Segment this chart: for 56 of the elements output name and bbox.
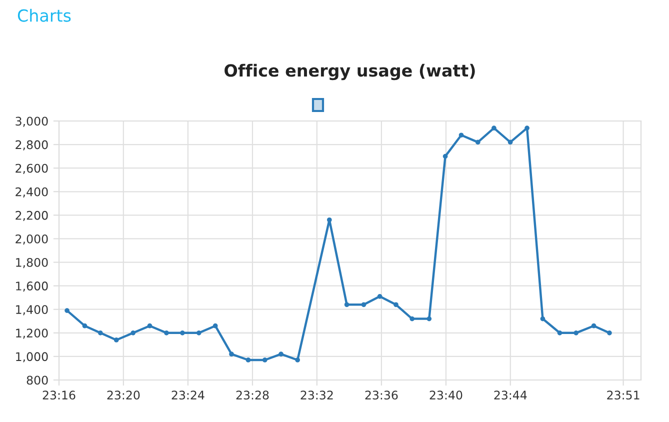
point [180, 330, 185, 336]
point [98, 330, 103, 336]
point [278, 352, 284, 357]
point [410, 316, 415, 322]
y-tick-label: 3,000 [16, 116, 48, 127]
text: Charts [18, 8, 71, 22]
point [574, 330, 579, 336]
x-tick-label: 23:40 [430, 390, 462, 400]
x-tick-label: 23:20 [107, 390, 140, 400]
point [212, 323, 218, 328]
point [326, 217, 332, 222]
y-tick-label: 1,600 [16, 282, 48, 292]
point [557, 330, 562, 336]
x-tick-label: 23:16 [42, 390, 76, 400]
y-tick-label: 1,800 [16, 258, 48, 268]
point [442, 154, 448, 159]
point [344, 302, 350, 308]
point [196, 330, 202, 336]
point [64, 308, 70, 313]
y-tick-label: 2,800 [16, 140, 48, 150]
y-tick-label: 2,400 [16, 187, 48, 198]
point [607, 330, 612, 336]
point [540, 316, 546, 322]
point [524, 126, 530, 130]
y-tick-label: 800 [26, 376, 48, 385]
point [130, 330, 136, 336]
point [229, 352, 234, 357]
y-tick-label: 1,400 [16, 305, 48, 316]
point [475, 140, 480, 145]
point [114, 338, 119, 342]
y-tick-label: 2,200 [16, 210, 48, 222]
x-tick-label: 23:32 [300, 390, 333, 400]
y-tick-label: 1,000 [16, 352, 48, 362]
x-tick-label: 23:51 [607, 390, 640, 400]
point [492, 126, 496, 130]
y-tick-label: 2,000 [16, 234, 48, 245]
x-tick-label: 23:24 [172, 390, 204, 400]
x-tick-label: 23:28 [236, 390, 269, 400]
x-tick-label: 23:44 [494, 390, 527, 400]
point [377, 294, 382, 299]
point [591, 323, 596, 328]
point [262, 358, 268, 362]
chart-title: Office energy usage (watt) [224, 64, 475, 80]
point [458, 132, 464, 138]
y-tick-label: 1,200 [16, 328, 48, 339]
point [508, 140, 513, 145]
y-tick-label: 2,600 [16, 164, 48, 174]
point [82, 323, 88, 328]
point [147, 323, 152, 328]
point [394, 302, 398, 308]
point [426, 316, 432, 322]
point [164, 330, 169, 336]
point [361, 302, 366, 308]
point [246, 358, 251, 362]
point [295, 358, 300, 362]
x-tick-label: 23:36 [365, 390, 398, 400]
